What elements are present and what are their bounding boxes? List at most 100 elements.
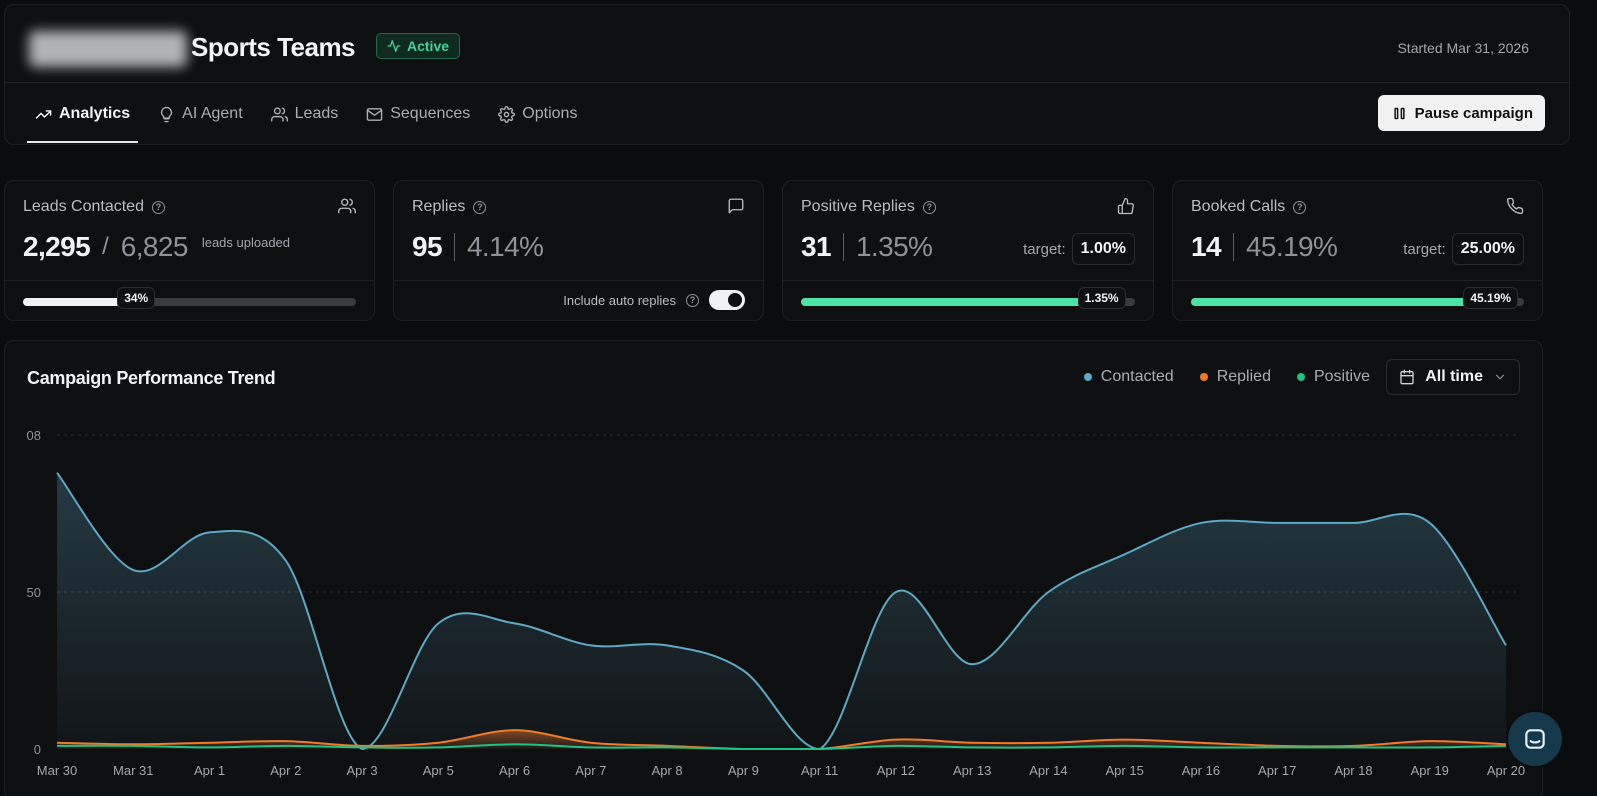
legend-label: Replied (1216, 368, 1271, 385)
progress-fill (801, 298, 1102, 306)
tab-leads[interactable]: Leads (263, 83, 347, 145)
replies-figures: 95 4.14% (412, 231, 544, 263)
message-icon (728, 198, 744, 214)
positive-rate: 1.35% (855, 231, 933, 262)
x-tick-label: Apr 7 (575, 763, 606, 778)
x-tick-label: Mar 31 (113, 763, 153, 778)
series-area-contacted (57, 472, 1506, 749)
date-range-value: All time (1425, 368, 1483, 385)
tab-options[interactable]: Options (490, 83, 585, 145)
pause-campaign-button[interactable]: Pause campaign (1377, 95, 1545, 131)
help-icon[interactable]: ? (686, 293, 699, 307)
calendar-icon (1400, 369, 1414, 385)
stat-label-text: Replies (412, 198, 466, 215)
include-auto-replies-toggle[interactable] (709, 290, 745, 310)
x-axis: Mar 30 Mar 31 Apr 1 Apr 2 Apr 3 Apr 5 Apr 6 Apr… (37, 763, 1525, 778)
gear-icon (498, 105, 516, 123)
chart-grid (57, 434, 1516, 593)
help-icon[interactable]: ? (151, 200, 165, 214)
progress-percent: 45.19% (1463, 287, 1519, 309)
date-range-select[interactable]: All time (1386, 359, 1520, 395)
legend-dot (1296, 373, 1305, 381)
chat-support-button[interactable] (1508, 712, 1562, 766)
tab-sequences[interactable]: Sequences (358, 83, 478, 145)
series-area-replied (57, 730, 1506, 749)
x-tick-label: Apr 18 (1334, 763, 1372, 778)
series-line-positive (56, 743, 1507, 750)
x-tick-label: Apr 9 (728, 763, 759, 778)
x-tick-label: Apr 6 (499, 763, 530, 778)
legend-item-positive[interactable]: Positive (1296, 368, 1370, 386)
performance-chart: Mar 30 Mar 31 Apr 1 Apr 2 Apr 3 Apr 5 Apr 6 Apr… (27, 428, 1526, 778)
help-icon[interactable]: ? (922, 200, 936, 214)
mail-icon (366, 107, 383, 121)
campaign-header: Sports Teams Active Started Mar 31, 2026… (4, 4, 1570, 145)
tab-label: Sequences (390, 105, 471, 122)
card-divider (1173, 280, 1542, 281)
positive-replies-card: Positive Replies ? 31 1.35% target: 1.00… (782, 180, 1154, 321)
value-separator (453, 233, 455, 261)
legend-item-contacted[interactable]: Contacted (1083, 368, 1174, 386)
leads-total-value: 6,825 (120, 231, 189, 262)
legend-label: Contacted (1100, 368, 1174, 385)
x-tick-label: Apr 8 (652, 763, 683, 778)
tab-analytics[interactable]: Analytics (27, 83, 139, 145)
auto-replies-row: Include auto replies ? (563, 290, 745, 310)
replies-rate: 4.14% (466, 231, 544, 262)
legend-item-replied[interactable]: Replied (1199, 368, 1271, 386)
pause-icon (1393, 107, 1405, 119)
x-tick-label: Apr 17 (1258, 763, 1296, 778)
target-label: target: (1403, 240, 1446, 258)
x-tick-label: Apr 2 (270, 763, 301, 778)
y-tick-label: 0 (34, 742, 41, 757)
status-text: Active (407, 38, 450, 54)
progress-fill (1191, 298, 1491, 306)
x-tick-label: Apr 15 (1106, 763, 1144, 778)
leads-contacted-card: Leads Contacted ? 2,295 / 6,825 leads up… (4, 180, 375, 321)
x-tick-label: Apr 20 (1487, 763, 1525, 778)
positive-figures: 31 1.35% (801, 231, 933, 263)
progress-track (23, 298, 356, 306)
started-date: Started Mar 31, 2026 (1397, 40, 1529, 56)
activity-icon (387, 40, 401, 52)
target-input[interactable]: 1.00% (1071, 233, 1135, 265)
booked-rate: 45.19% (1245, 231, 1338, 262)
y-axis: 08 50 0 (27, 428, 41, 757)
card-divider (783, 280, 1153, 281)
stat-label: Leads Contacted ? (23, 198, 165, 216)
x-tick-label: Apr 16 (1182, 763, 1220, 778)
help-icon[interactable]: ? (473, 200, 487, 214)
pause-label: Pause campaign (1414, 104, 1533, 122)
target-group: target: 1.00% (1023, 233, 1135, 265)
leads-uploaded-note: leads uploaded (201, 235, 291, 250)
stat-label: Positive Replies ? (801, 198, 936, 216)
positive-value: 31 (801, 231, 832, 262)
chevron-down-icon (1495, 374, 1505, 380)
value-separator (842, 233, 844, 261)
target-input[interactable]: 25.00% (1451, 233, 1524, 265)
slash-separator: / (102, 233, 109, 260)
booked-calls-card: Booked Calls ? 14 45.19% target: 25.00% … (1172, 180, 1543, 321)
x-tick-label: Apr 1 (194, 763, 225, 778)
auto-replies-label: Include auto replies (563, 292, 676, 308)
tab-label: AI Agent (182, 105, 243, 122)
tab-ai-agent[interactable]: AI Agent (150, 83, 251, 145)
tab-label: Analytics (59, 105, 131, 122)
stat-label-text: Leads Contacted (23, 198, 144, 215)
progress-percent: 34% (117, 287, 156, 309)
tab-label: Options (522, 105, 578, 122)
title-row: Sports Teams Active Started Mar 31, 2026 (5, 5, 1569, 83)
page-title: Sports Teams (191, 32, 356, 62)
progress-track (801, 298, 1135, 306)
stat-label-text: Booked Calls (1191, 198, 1286, 215)
leads-contacted-value: 2,295 (23, 231, 91, 262)
help-icon[interactable]: ? (1293, 200, 1307, 214)
legend-dot (1199, 373, 1208, 381)
series-line-contacted (56, 472, 1507, 751)
leads-figures: 2,295 / 6,825 leads uploaded (23, 231, 290, 263)
chart-title: Campaign Performance Trend (27, 368, 276, 388)
performance-chart-card: Mar 30 Mar 31 Apr 1 Apr 2 Apr 3 Apr 5 Apr 6 Apr… (4, 340, 1543, 796)
booked-figures: 14 45.19% (1191, 231, 1338, 263)
booked-value: 14 (1191, 231, 1222, 262)
progress-percent: 1.35% (1077, 287, 1126, 309)
